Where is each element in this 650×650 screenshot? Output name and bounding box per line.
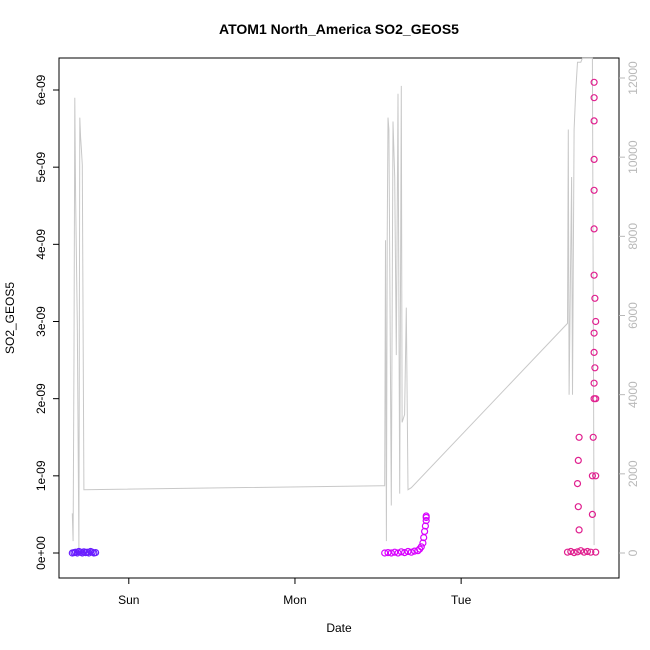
plot-frame	[58, 57, 620, 579]
data-point	[590, 94, 598, 102]
data-point	[91, 548, 100, 557]
data-point	[592, 548, 600, 556]
secondary-y-axis: 0 2000 4000 6000 8000 10000 12000	[619, 61, 640, 556]
x-axis: Sun Mon Tue	[118, 578, 472, 607]
data-points	[68, 78, 600, 557]
data-point	[575, 433, 583, 441]
y-tick-label: 2e-09	[34, 383, 48, 414]
data-point	[567, 547, 575, 556]
data-point	[384, 548, 392, 557]
x-tick-label: Mon	[283, 593, 306, 607]
data-point	[592, 472, 600, 480]
data-point	[404, 547, 412, 556]
data-point	[573, 480, 582, 488]
secondary-series	[71, 57, 595, 550]
y-tick-label: 5e-09	[34, 152, 48, 183]
y-tick-label: 4e-09	[34, 229, 48, 260]
data-point	[590, 186, 598, 194]
secondary-series-line	[71, 57, 595, 550]
chart-title: ATOM1 North_America SO2_GEOS5	[219, 21, 459, 37]
y-axis-label: SO2_GEOS5	[3, 282, 17, 354]
data-point	[590, 225, 598, 233]
y-axis: 0e+00 1e-09 2e-09 3e-09 4e-09 5e-09 6e-09	[34, 74, 59, 570]
data-point	[590, 271, 598, 279]
y2-tick-label: 12000	[626, 61, 640, 95]
y-tick-label: 6e-09	[34, 74, 48, 105]
data-point	[387, 549, 395, 557]
data-point	[590, 155, 598, 163]
data-point	[590, 379, 598, 387]
data-point	[577, 547, 585, 555]
data-point	[591, 364, 599, 372]
data-point	[587, 548, 595, 556]
data-point	[592, 317, 600, 326]
data-point	[422, 516, 430, 525]
y2-tick-label: 2000	[626, 460, 640, 487]
y2-tick-label: 8000	[626, 223, 640, 250]
y-tick-label: 1e-09	[34, 460, 48, 491]
data-point	[590, 117, 598, 125]
data-point	[391, 548, 399, 556]
y2-tick-label: 6000	[626, 302, 640, 329]
y-tick-label: 3e-09	[34, 306, 48, 337]
data-point	[591, 294, 599, 302]
data-point	[583, 547, 592, 556]
x-tick-label: Tue	[451, 593, 472, 607]
y2-tick-label: 10000	[626, 140, 640, 174]
x-tick-label: Sun	[118, 593, 139, 607]
data-point	[394, 549, 402, 557]
data-point	[407, 548, 415, 556]
data-point	[575, 526, 583, 534]
data-point	[592, 395, 600, 403]
data-point	[588, 472, 597, 480]
data-point	[580, 548, 588, 556]
data-point	[589, 433, 597, 441]
data-point	[563, 548, 572, 556]
y-tick-label: 0e+00	[34, 536, 48, 570]
data-point	[570, 548, 578, 557]
data-point	[401, 548, 409, 557]
data-point	[85, 549, 93, 557]
data-point	[590, 78, 598, 86]
data-point	[590, 348, 598, 356]
data-point	[422, 512, 430, 520]
y2-tick-label: 0	[626, 549, 640, 556]
x-axis-label: Date	[326, 621, 352, 635]
data-point	[397, 548, 405, 556]
data-point	[588, 510, 597, 519]
data-point	[73, 549, 81, 557]
y2-tick-label: 4000	[626, 381, 640, 408]
data-point	[574, 456, 582, 464]
data-point	[574, 503, 582, 511]
data-point	[417, 543, 425, 551]
data-point	[573, 548, 582, 556]
data-point	[590, 329, 598, 337]
